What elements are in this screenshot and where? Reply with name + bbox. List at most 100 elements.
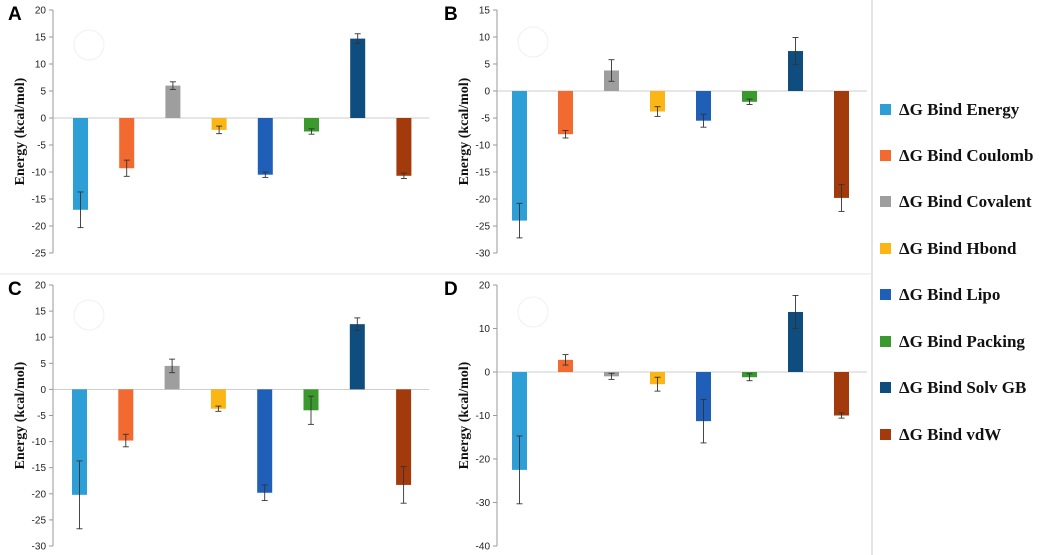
bar-5 bbox=[696, 91, 711, 121]
panel-letter: C bbox=[8, 279, 22, 300]
bar-7 bbox=[350, 38, 366, 119]
legend-item: ΔG Bind vdW bbox=[880, 425, 1001, 444]
legend-item: ΔG Bind Covalent bbox=[880, 192, 1032, 211]
legend-item: ΔG Bind Hbond bbox=[880, 239, 1017, 258]
y-tick-label: -5 bbox=[481, 114, 490, 125]
bar-7 bbox=[788, 51, 803, 91]
bar-7 bbox=[788, 311, 803, 372]
panel-letter: A bbox=[8, 4, 22, 25]
y-tick-label: -20 bbox=[32, 489, 47, 500]
chart-panel-a: A 20 15 10 5 0 -5 -10 -15 -20 -25 Energy (kcal/mol) bbox=[8, 4, 430, 260]
bar-1 bbox=[72, 389, 87, 495]
y-tick-label: -5 bbox=[37, 411, 46, 422]
y-axis-label: Energy (kcal/mol) bbox=[13, 361, 28, 469]
bar-2 bbox=[118, 389, 134, 441]
legend-swatch bbox=[880, 382, 891, 393]
bar-4 bbox=[650, 91, 665, 112]
y-tick-label: -15 bbox=[32, 463, 47, 474]
chart-panel-d: D 20 10 0 -10 -20 -30 -40 Energy (kcal/mol) bbox=[444, 279, 867, 553]
y-tick-label: 15 bbox=[479, 6, 491, 17]
y-tick-label: 0 bbox=[484, 87, 490, 98]
bar-5 bbox=[696, 372, 711, 422]
y-tick-label: 20 bbox=[479, 281, 491, 292]
legend-label: ΔG Bind Coulomb bbox=[899, 146, 1033, 165]
legend-swatch bbox=[880, 429, 891, 440]
y-tick-label: -30 bbox=[32, 542, 47, 553]
y-tick-label: -30 bbox=[476, 498, 491, 509]
bar-1 bbox=[73, 118, 88, 210]
panel-letter: B bbox=[444, 4, 458, 25]
bar-4 bbox=[210, 389, 226, 409]
bar-6 bbox=[742, 91, 757, 102]
y-tick-label: -20 bbox=[32, 222, 47, 233]
legend: ΔG Bind Energy ΔG Bind Coulomb ΔG Bind Cov… bbox=[880, 100, 1033, 444]
y-tick-label: 20 bbox=[35, 281, 47, 292]
y-tick-label: -30 bbox=[476, 249, 491, 260]
bar-8 bbox=[396, 118, 412, 176]
bar-6 bbox=[304, 118, 319, 132]
bar-4 bbox=[211, 118, 227, 130]
chart-panel-c: C 20 15 10 5 0 -5 -10 -15 -20 -25 -30 Energy (kcal/m… bbox=[8, 279, 430, 553]
legend-swatch bbox=[880, 104, 891, 115]
y-tick-label: -10 bbox=[32, 437, 47, 448]
y-tick-label: -15 bbox=[32, 195, 47, 206]
bar-1 bbox=[512, 372, 527, 470]
y-tick-label: 5 bbox=[40, 359, 46, 370]
legend-item: ΔG Bind Lipo bbox=[880, 285, 1000, 304]
y-tick-label: 20 bbox=[35, 6, 47, 17]
y-tick-label: 10 bbox=[35, 60, 47, 71]
y-tick-label: 0 bbox=[40, 114, 46, 125]
legend-label: ΔG Bind Energy bbox=[899, 100, 1020, 119]
y-tick-label: 5 bbox=[484, 60, 490, 71]
y-axis-label: Energy (kcal/mol) bbox=[457, 361, 472, 469]
bar-8 bbox=[834, 372, 849, 416]
y-tick-label: -10 bbox=[32, 168, 47, 179]
bar-8 bbox=[396, 389, 412, 485]
y-tick-label: -25 bbox=[32, 249, 47, 260]
y-tick-label: 15 bbox=[35, 33, 47, 44]
legend-swatch bbox=[880, 196, 891, 207]
y-tick-label: -5 bbox=[37, 141, 46, 152]
y-tick-label: 10 bbox=[479, 33, 491, 44]
bar-1 bbox=[512, 91, 527, 221]
y-tick-label: -40 bbox=[476, 542, 491, 553]
y-tick-label: 15 bbox=[35, 307, 47, 318]
y-tick-label: 10 bbox=[479, 324, 491, 335]
y-tick-label: -15 bbox=[476, 168, 491, 179]
legend-swatch bbox=[880, 150, 891, 161]
placeholder-circle bbox=[517, 296, 549, 328]
bar-5 bbox=[257, 118, 273, 175]
y-tick-label: -10 bbox=[476, 411, 491, 422]
bar-3 bbox=[164, 365, 180, 390]
legend-label: ΔG Bind Packing bbox=[899, 332, 1025, 351]
y-tick-label: 5 bbox=[40, 87, 46, 98]
bar-3 bbox=[165, 85, 181, 118]
legend-label: ΔG Bind Lipo bbox=[899, 285, 1000, 304]
bar-8 bbox=[834, 91, 849, 198]
y-axis-label: Energy (kcal/mol) bbox=[457, 77, 472, 185]
legend-swatch bbox=[880, 289, 891, 300]
bar-7 bbox=[349, 324, 365, 390]
chart-panel-b: B 15 10 5 0 -5 -10 -15 -20 -25 -30 Energy (kcal/mol… bbox=[444, 4, 867, 260]
y-axis-label: Energy (kcal/mol) bbox=[13, 77, 28, 185]
y-tick-label: 0 bbox=[484, 368, 490, 379]
panel-letter: D bbox=[444, 279, 458, 300]
y-tick-label: -20 bbox=[476, 455, 491, 466]
legend-label: ΔG Bind vdW bbox=[899, 425, 1001, 444]
placeholder-circle bbox=[73, 299, 105, 331]
legend-item: ΔG Bind Energy bbox=[880, 100, 1020, 119]
legend-item: ΔG Bind Packing bbox=[880, 332, 1025, 351]
y-tick-label: -25 bbox=[476, 222, 491, 233]
placeholder-circle bbox=[73, 29, 105, 61]
placeholder-circle bbox=[517, 26, 549, 58]
bar-2 bbox=[558, 359, 573, 372]
bar-2 bbox=[558, 91, 573, 135]
chart-panels: A 20 15 10 5 0 -5 -10 -15 -20 -25 Energy (kcal/mol)… bbox=[8, 4, 867, 553]
y-tick-label: -10 bbox=[476, 141, 491, 152]
bar-2 bbox=[119, 118, 135, 169]
legend-item: ΔG Bind Coulomb bbox=[880, 146, 1033, 165]
y-tick-label: -20 bbox=[476, 195, 491, 206]
y-tick-label: -25 bbox=[32, 515, 47, 526]
legend-label: ΔG Bind Covalent bbox=[899, 192, 1032, 211]
legend-swatch bbox=[880, 336, 891, 347]
